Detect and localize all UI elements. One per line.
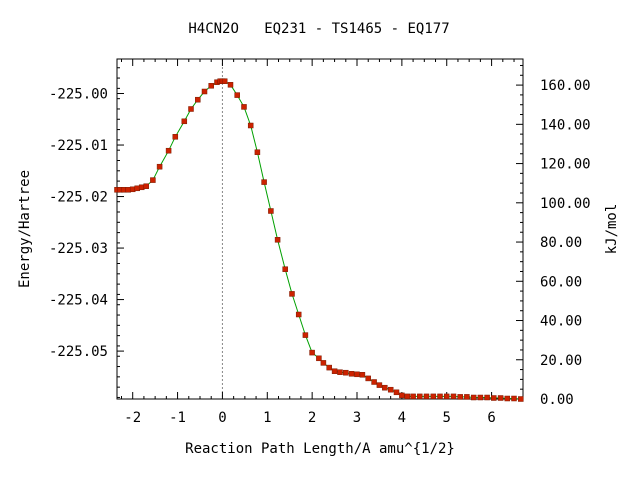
data-point (404, 393, 411, 400)
data-point (470, 394, 477, 401)
data-point (399, 392, 405, 399)
data-point (156, 163, 163, 170)
data-point (343, 369, 349, 376)
data-point (354, 371, 360, 378)
data-point (423, 393, 430, 400)
y-axis-label: Energy/Hartree (17, 170, 33, 288)
data-point (247, 122, 254, 129)
x-tick-label: 3 (353, 410, 361, 426)
data-point (181, 118, 188, 125)
x-axis-label: Reaction Path Length/A amu^{1/2} (185, 441, 455, 457)
data-point (387, 386, 394, 393)
y2-tick-label: 60.00 (540, 274, 582, 290)
x-tick-label: -1 (169, 410, 186, 426)
data-point (282, 266, 288, 272)
x-tick-label: -2 (124, 410, 141, 426)
y-tick-label: -225.00 (49, 87, 108, 103)
series-line (117, 80, 521, 400)
data-point (261, 179, 267, 185)
data-point (195, 96, 201, 103)
y2-tick-label: 140.00 (540, 117, 591, 133)
data-point (491, 395, 497, 401)
data-point (320, 360, 327, 366)
y2-tick-label: 40.00 (540, 314, 582, 330)
data-point (337, 369, 343, 375)
data-point (464, 394, 470, 400)
y2-tick-label: 100.00 (540, 196, 591, 212)
plot-area: -2 -1 0 1 2 3 4 5 6 -225.00 -225.01 -225.02 -225.03 -… (49, 58, 591, 426)
x-tick-label: 4 (398, 410, 406, 426)
y2-tick-label: 120.00 (540, 157, 591, 173)
y2-tick-label: 160.00 (540, 78, 591, 94)
data-point (309, 349, 315, 356)
data-point (227, 82, 234, 88)
x-tick-label: 5 (443, 410, 451, 426)
x-tick-label: 2 (308, 410, 316, 426)
x-tick-label: 0 (218, 410, 226, 426)
data-point (221, 78, 228, 84)
data-point (393, 389, 400, 396)
y-tick-label: -225.01 (49, 138, 108, 154)
data-point (188, 106, 194, 112)
data-point (430, 393, 437, 400)
data-point (376, 382, 383, 388)
data-point (316, 355, 322, 362)
data-point (504, 395, 511, 402)
data-point (518, 396, 524, 402)
data-point (497, 395, 504, 401)
plot-frame (116, 58, 524, 400)
data-point (359, 372, 366, 378)
data-point (289, 291, 295, 297)
data-point (437, 393, 443, 400)
data-point (410, 393, 416, 400)
data-point (150, 177, 156, 183)
data-point (201, 88, 208, 95)
data-point (274, 237, 281, 243)
data-point (268, 208, 274, 214)
data-point (477, 394, 484, 401)
data-point (417, 393, 423, 400)
data-point (295, 311, 302, 318)
data-point (382, 384, 388, 391)
y-tick-label: -225.05 (49, 344, 108, 360)
x-tick-label: 6 (487, 410, 495, 426)
data-point (165, 147, 172, 154)
data-point (450, 393, 457, 400)
chart-title: H4CN2O EQ231 - TS1465 - EQ177 (188, 21, 449, 37)
data-point (172, 134, 179, 140)
data-point (511, 395, 517, 402)
data-point (348, 371, 355, 377)
y2-axis-label: kJ/mol (604, 204, 620, 255)
data-point (457, 394, 463, 400)
y2-tick-label: 80.00 (540, 235, 582, 251)
data-point (143, 183, 149, 189)
data-point (371, 379, 377, 385)
data-point (208, 83, 214, 89)
data-point (241, 104, 247, 110)
data-point (254, 149, 261, 155)
data-point (484, 394, 490, 401)
y2-tick-label: 20.00 (540, 353, 582, 369)
data-point (365, 375, 371, 382)
y2-tick-label: 0.00 (540, 392, 574, 408)
data-point (331, 368, 338, 374)
data-point (302, 332, 309, 338)
y-tick-label: -225.03 (49, 241, 108, 257)
y-tick-label: -225.02 (49, 190, 108, 206)
data-point (234, 92, 240, 98)
x-tick-label: 1 (263, 410, 271, 426)
y-tick-label: -225.04 (49, 293, 108, 309)
data-point (443, 393, 450, 400)
data-point (326, 364, 332, 371)
